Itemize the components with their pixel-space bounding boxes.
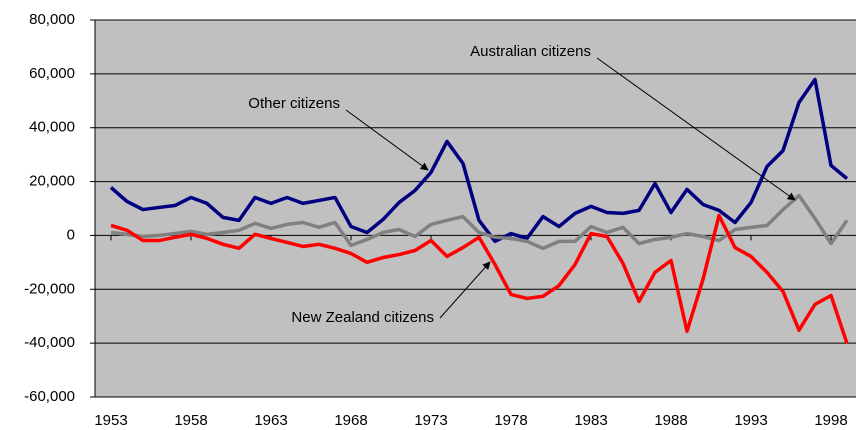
y-tick-label: 20,000 <box>29 173 75 190</box>
y-tick-label: 80,000 <box>29 11 75 28</box>
x-tick-label: 1983 <box>574 412 607 429</box>
series-label: Australian citizens <box>470 43 591 60</box>
x-tick-label: 1998 <box>814 412 847 429</box>
series-label: New Zealand citizens <box>291 309 434 326</box>
label-arrow <box>439 261 491 319</box>
y-tick-label: -60,000 <box>24 388 75 405</box>
x-tick-label: 1988 <box>654 412 687 429</box>
y-tick-label: -40,000 <box>24 334 75 351</box>
label-arrow <box>596 57 796 201</box>
x-tick-label: 1958 <box>174 412 207 429</box>
series-line <box>110 213 849 344</box>
x-tick-label: 1968 <box>334 412 367 429</box>
series-line <box>109 77 849 244</box>
y-tick-label: 0 <box>67 226 75 243</box>
x-tick-label: 1963 <box>254 412 287 429</box>
x-tick-label: 1953 <box>94 412 127 429</box>
y-tick-label: 60,000 <box>29 65 75 82</box>
x-tick-label: 1978 <box>494 412 527 429</box>
series-label: Other citizens <box>248 95 340 112</box>
x-tick-label: 1993 <box>734 412 767 429</box>
y-tick-label: -20,000 <box>24 280 75 297</box>
series-line <box>110 193 849 251</box>
y-tick-label: 40,000 <box>29 119 75 136</box>
x-tick-label: 1973 <box>414 412 447 429</box>
label-arrow <box>345 109 429 171</box>
